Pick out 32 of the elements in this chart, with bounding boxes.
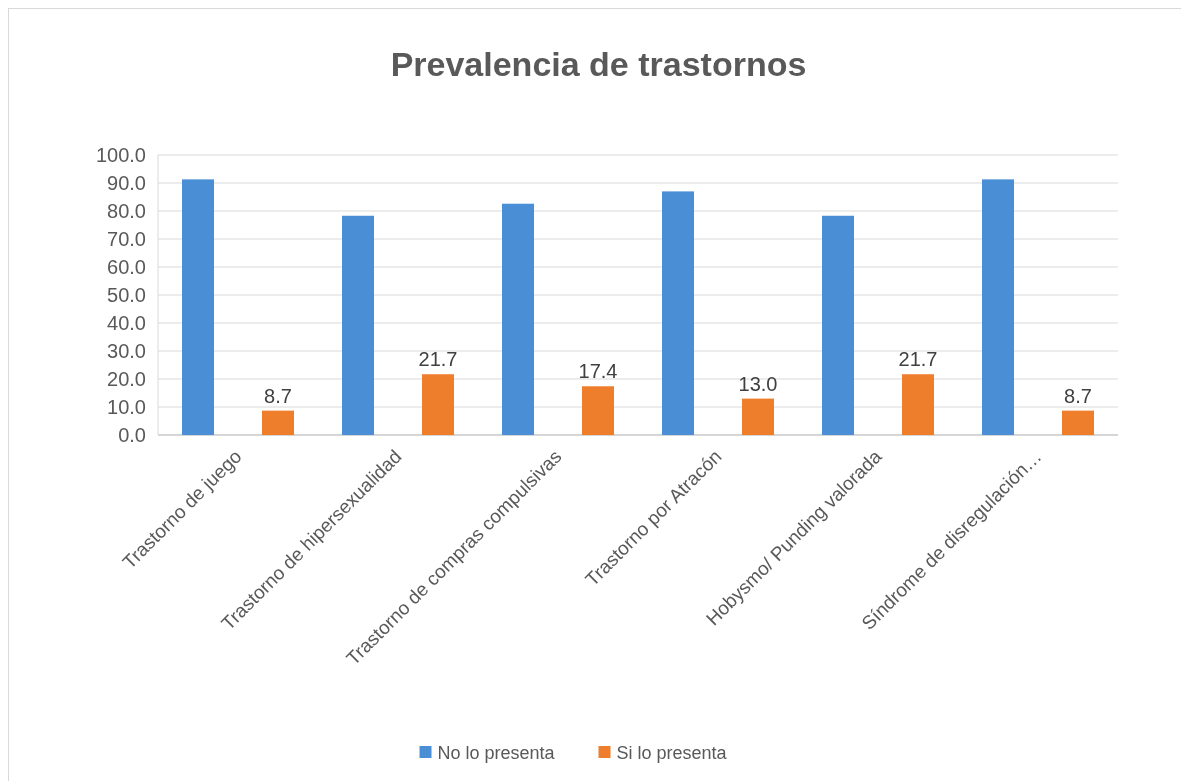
y-tick-label: 90.0	[107, 172, 146, 194]
bar	[182, 179, 214, 435]
data-label: 8.7	[1064, 384, 1092, 407]
bar	[502, 203, 534, 435]
y-tick-label: 60.0	[107, 256, 146, 278]
bar	[582, 386, 614, 435]
bar	[422, 374, 454, 435]
bar	[822, 215, 854, 435]
bar	[342, 215, 374, 435]
legend-label: No lo presenta	[437, 743, 556, 764]
chart-title: Prevalencia de trastornos	[390, 45, 807, 83]
data-label: 13.0	[738, 372, 778, 395]
bar	[902, 374, 934, 435]
y-tick-label: 0.0	[118, 424, 146, 446]
y-tick-label: 50.0	[107, 284, 146, 306]
bar	[662, 191, 694, 435]
data-label: 8.7	[264, 384, 292, 407]
data-label: 21.7	[898, 348, 938, 371]
y-tick-label: 100.0	[95, 144, 146, 166]
data-label: 21.7	[418, 348, 458, 371]
y-tick-label: 20.0	[107, 368, 146, 390]
data-label: 17.4	[578, 360, 618, 383]
bar	[1062, 410, 1094, 435]
y-tick-label: 30.0	[107, 340, 146, 362]
y-tick-label: 70.0	[107, 228, 146, 250]
y-tick-label: 80.0	[107, 200, 146, 222]
bar	[742, 398, 774, 435]
legend-label: Si lo presenta	[616, 743, 728, 764]
y-tick-label: 10.0	[107, 396, 146, 418]
y-tick-label: 40.0	[107, 312, 146, 334]
bar	[262, 410, 294, 435]
bar	[982, 179, 1014, 435]
